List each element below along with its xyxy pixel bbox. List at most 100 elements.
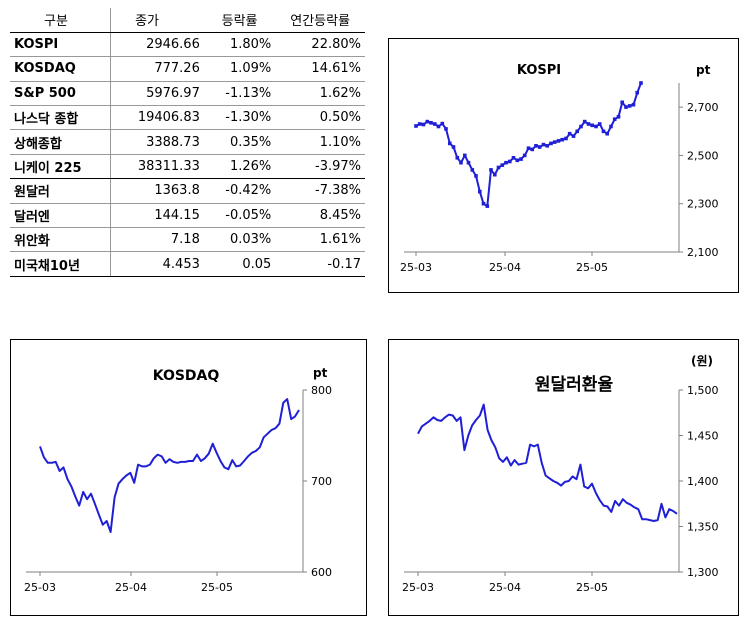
usdkrw-chart-panel: 원달러환율 (원) 1,300 1,350 1,400 1,450 1,500 25-03… bbox=[388, 339, 739, 616]
table-row: 니케이 225 38311.33 1.26% -3.97% bbox=[10, 154, 365, 180]
y-tick-label: 1,350 bbox=[687, 521, 719, 534]
data-point bbox=[496, 165, 501, 170]
table-row: S&P 500 5976.97 -1.13% 1.62% bbox=[10, 81, 365, 107]
y-tick-label: 2,300 bbox=[687, 198, 719, 211]
kospi-chart-panel: KOSPI pt 2,100 2,300 2,500 2,700 25-03 25-04 2… bbox=[388, 38, 739, 293]
row-ytd: 1.62% bbox=[275, 81, 365, 107]
data-point bbox=[556, 139, 561, 143]
row-name: KOSPI bbox=[10, 32, 112, 58]
data-point bbox=[526, 146, 531, 150]
row-name: 원달러 bbox=[10, 178, 112, 204]
table-row: 위안화 7.18 0.03% 1.61% bbox=[10, 227, 365, 253]
usdkrw-line-chart: 1,300 1,350 1,400 1,450 1,500 25-03 25-04 25-05 bbox=[402, 384, 719, 594]
data-point bbox=[601, 129, 606, 134]
y-tick-label: 2,100 bbox=[687, 246, 719, 259]
table-row: 상해종합 3388.73 0.35% 1.10% bbox=[10, 129, 365, 155]
data-point bbox=[616, 115, 621, 119]
row-change: -1.13% bbox=[203, 81, 276, 107]
row-change: -1.30% bbox=[203, 105, 276, 131]
usdkrw-chart-title: 원달러환율 bbox=[534, 375, 614, 395]
col-header-ytd: 연간등락률 bbox=[275, 8, 365, 33]
data-point bbox=[444, 127, 448, 131]
row-name: 미국채10년 bbox=[10, 251, 112, 277]
data-point bbox=[624, 105, 628, 109]
data-point bbox=[564, 136, 568, 141]
data-point bbox=[605, 131, 609, 136]
data-point bbox=[463, 153, 467, 158]
kosdaq-line-chart: 600 700 800 25-03 25-04 25-05 bbox=[24, 384, 332, 594]
row-name: 위안화 bbox=[10, 227, 112, 253]
y-tick-label: 1,500 bbox=[687, 384, 719, 397]
x-tick-label: 25-03 bbox=[24, 581, 56, 594]
data-point bbox=[481, 201, 486, 206]
row-ytd: 1.10% bbox=[275, 129, 365, 155]
data-point bbox=[515, 158, 520, 163]
kospi-line-chart: 2,100 2,300 2,500 2,700 25-03 25-04 25-05 bbox=[400, 81, 719, 274]
row-ytd: 0.50% bbox=[275, 105, 365, 131]
data-point bbox=[612, 117, 617, 121]
row-ytd: -3.97% bbox=[275, 154, 365, 180]
data-point bbox=[609, 124, 613, 129]
x-tick-label: 25-03 bbox=[402, 581, 434, 594]
data-point bbox=[455, 156, 460, 160]
y-tick-label: 800 bbox=[311, 384, 332, 397]
table-header-row: 구분 종가 등락률 연간등락률 bbox=[10, 8, 365, 33]
row-change: 1.80% bbox=[203, 32, 276, 58]
row-ytd: -7.38% bbox=[275, 178, 365, 204]
data-point bbox=[545, 144, 549, 148]
x-tick-label: 25-04 bbox=[489, 581, 521, 594]
data-point bbox=[639, 81, 643, 85]
row-close: 38311.33 bbox=[110, 154, 204, 180]
row-change: -0.42% bbox=[203, 178, 276, 204]
x-tick-label: 25-04 bbox=[489, 261, 521, 274]
data-point bbox=[493, 172, 497, 177]
data-point bbox=[478, 189, 482, 194]
data-point bbox=[433, 122, 437, 126]
data-point bbox=[582, 119, 587, 124]
data-point bbox=[534, 144, 538, 148]
table-row: KOSPI 2946.66 1.80% 22.80% bbox=[10, 32, 365, 58]
row-change: -0.05% bbox=[203, 203, 276, 229]
data-point bbox=[620, 100, 624, 105]
row-name: 달러엔 bbox=[10, 203, 112, 229]
data-point bbox=[631, 102, 636, 107]
row-ytd: 22.80% bbox=[275, 32, 365, 58]
row-change: 1.26% bbox=[203, 154, 276, 180]
data-point bbox=[417, 122, 422, 126]
row-name: 나스닥 종합 bbox=[10, 105, 112, 131]
row-name: 상해종합 bbox=[10, 129, 112, 155]
data-point bbox=[590, 123, 594, 128]
row-name: S&P 500 bbox=[10, 81, 112, 107]
data-point bbox=[508, 159, 512, 164]
kospi-chart-title: KOSPI bbox=[516, 63, 562, 78]
x-tick-label: 25-05 bbox=[576, 261, 608, 274]
row-close: 4.453 bbox=[110, 251, 204, 277]
row-name: KOSDAQ bbox=[10, 56, 112, 82]
data-point bbox=[594, 124, 598, 129]
row-close: 777.26 bbox=[110, 56, 204, 82]
market-table: 구분 종가 등락률 연간등락률 KOSPI 2946.66 1.80% 22.80% K… bbox=[10, 8, 365, 277]
row-ytd: 14.61% bbox=[275, 56, 365, 82]
data-point bbox=[511, 156, 516, 160]
data-point bbox=[459, 160, 463, 165]
data-point bbox=[541, 142, 546, 147]
data-point bbox=[414, 124, 418, 128]
data-point bbox=[635, 90, 639, 95]
table-row: 원달러 1363.8 -0.42% -7.38% bbox=[10, 178, 365, 204]
row-change: 0.35% bbox=[203, 129, 276, 155]
col-header-change: 등락률 bbox=[203, 8, 276, 33]
data-point bbox=[627, 104, 632, 108]
row-change: 1.09% bbox=[203, 56, 276, 82]
row-close: 144.15 bbox=[110, 203, 204, 229]
data-point bbox=[567, 131, 572, 136]
row-change: 0.03% bbox=[203, 227, 276, 253]
data-point bbox=[429, 121, 433, 125]
y-tick-label: 2,500 bbox=[687, 149, 719, 162]
row-close: 7.18 bbox=[110, 227, 204, 253]
series-line bbox=[39, 398, 300, 533]
data-point bbox=[470, 168, 475, 172]
data-point bbox=[597, 122, 602, 126]
row-close: 19406.83 bbox=[110, 105, 204, 131]
data-point bbox=[579, 124, 583, 129]
data-point bbox=[466, 160, 471, 165]
